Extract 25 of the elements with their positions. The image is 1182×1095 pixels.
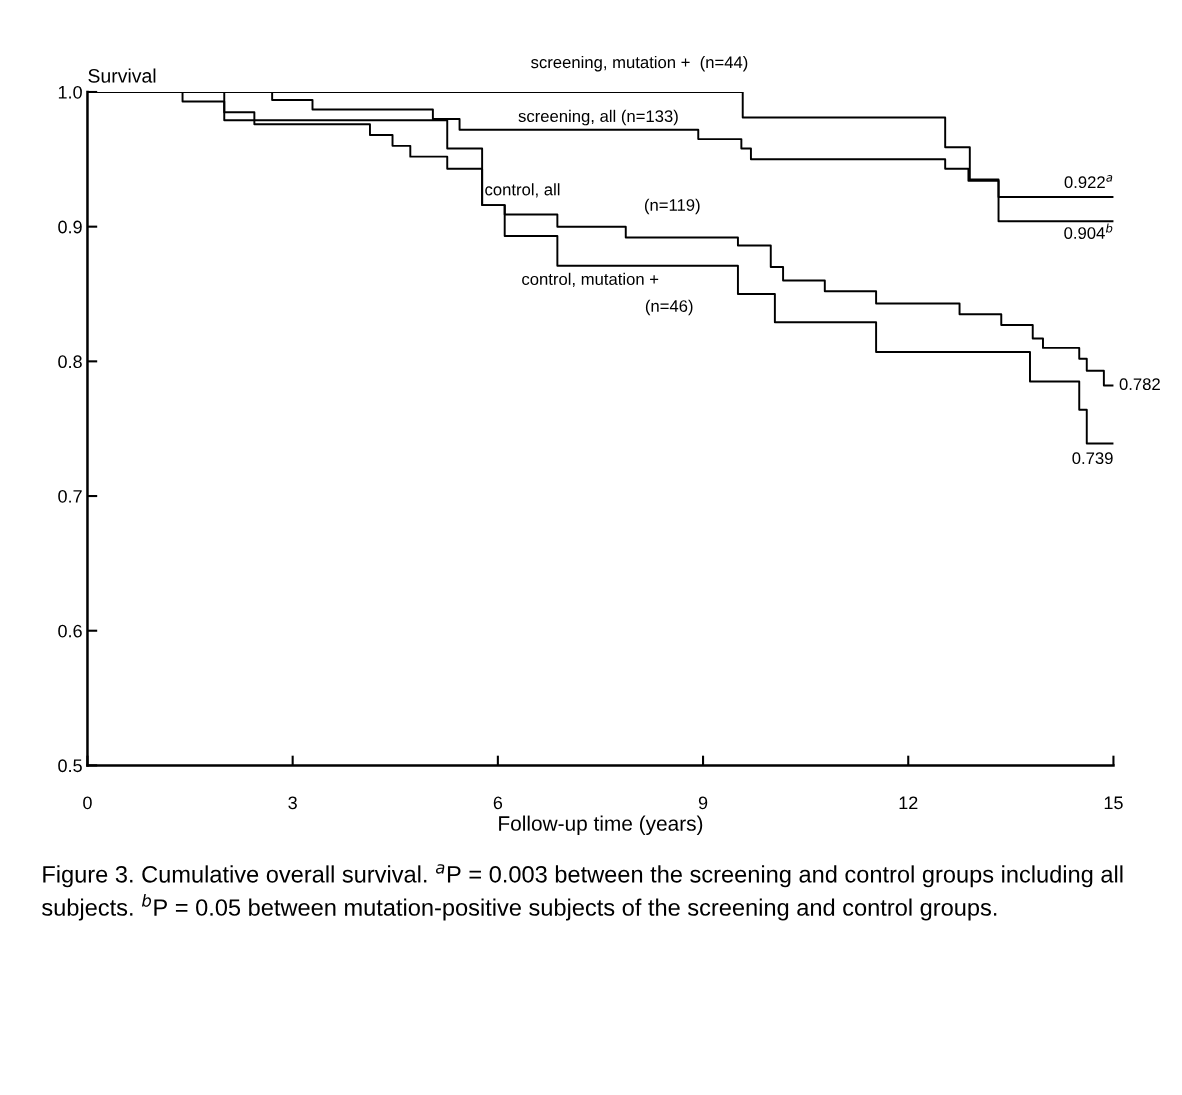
data-label: 0.739 [1072, 452, 1113, 465]
series-label: screening, mutation + (n=44) [531, 55, 748, 72]
x-tick-label: 3 [288, 796, 297, 810]
y-tick-label: 0.6 [58, 624, 82, 638]
series-label: screening, all (n=133) [518, 109, 678, 126]
x-tick-label: 6 [493, 796, 503, 810]
annotation: (n=46) [645, 299, 693, 316]
data-label: 0.782 [1119, 378, 1160, 391]
data-label: 0.922$^{a}$ [1064, 175, 1113, 189]
x-tick-label: 12 [899, 796, 918, 810]
y-tick-label: 0.8 [58, 355, 82, 369]
data-label: 0.904$^{b}$ [1064, 223, 1113, 239]
y-tick-label: 0.9 [58, 220, 82, 234]
y-tick-label: 1.0 [58, 85, 82, 99]
series-label: control, mutation + [522, 272, 659, 287]
y-axis-title: Survival [88, 68, 156, 83]
text: Figure 3. Cumulative overall survival. $^{a}$P = 0.003 between the screening and control groups including all subjects. $^{b}$P = 0.05 between mutation-positive subjects of the screening and control groups. [42, 864, 1123, 921]
x-axis-title: Follow-up time (years) [499, 815, 703, 835]
y-tick-label: 0.5 [58, 759, 82, 773]
x-tick-label: 0 [83, 796, 92, 810]
x-tick-label: 9 [698, 796, 708, 810]
x-tick-label: 15 [1104, 796, 1123, 810]
y-tick-label: 0.7 [58, 489, 82, 503]
series-label: control, all [485, 183, 560, 198]
annotation: (n=119) [644, 198, 700, 215]
